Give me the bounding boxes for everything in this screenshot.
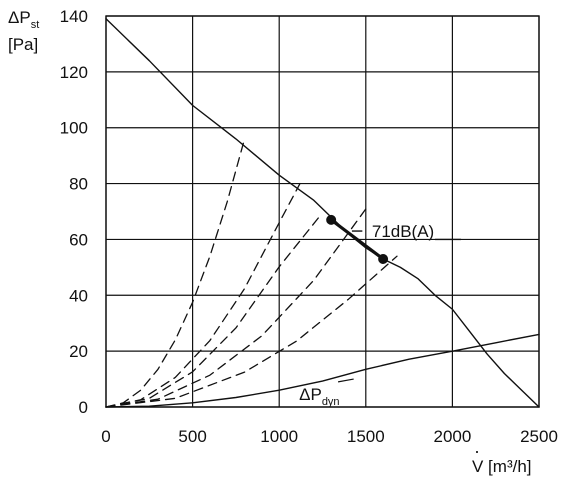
series-system-curve-4 [105,208,367,408]
y-tick-label-80: 80 [69,175,88,194]
y-axis-label-sub: st [31,19,40,31]
dynamic-pressure-label-sub: dyn [322,396,340,408]
y-tick-label-20: 20 [69,342,88,361]
x-tick-label-500: 500 [178,427,206,446]
series-operating-segment [329,218,385,261]
x-tick-label-2000: 2000 [433,427,471,446]
y-tick-label-40: 40 [69,286,88,305]
series-fan-curve [105,18,540,408]
x-axis-label-dot: · [474,441,480,461]
x-tick-label-2500: 2500 [520,427,558,446]
y-axis-label-main: ΔP [8,8,31,27]
series-system-curve-1 [105,138,246,408]
x-tick-label-1500: 1500 [347,427,385,446]
noise-label: 71dB(A) [372,222,434,241]
operating-point-upper [326,214,337,225]
y-tick-label-100: 100 [60,119,88,138]
dynamic-pressure-label: ΔPdyn [299,385,339,408]
plot-frame [105,15,540,408]
y-axis-label-line1: ΔPst [8,8,39,31]
series-layer [105,18,540,408]
label-layer: ΔPst[Pa]·V [m³/h]71dB(A)ΔPdyn [8,8,532,476]
x-tick-label-1000: 1000 [260,427,298,446]
y-tick-label-140: 140 [60,7,88,26]
y-tick-label-0: 0 [79,398,88,417]
series-system-curve-4-upper [105,255,398,408]
x-axis-label: V [m³/h] [472,457,532,476]
axis-layer: 0 20 40 60 80 100 120 140 0 500 1000 1500 2000 2500 [60,7,558,446]
y-tick-label-120: 120 [60,63,88,82]
dynamic-pressure-label-main: ΔP [299,385,322,404]
marker-layer [326,214,389,264]
dynamic-pressure-label-leader [337,378,354,383]
operating-point-lower [378,253,389,264]
x-tick-label-0: 0 [101,427,110,446]
y-tick-label-60: 60 [69,230,88,249]
series-dynamic-pressure [105,333,540,408]
series-system-curve-3 [105,216,320,408]
y-axis-label-line2: [Pa] [8,35,38,54]
